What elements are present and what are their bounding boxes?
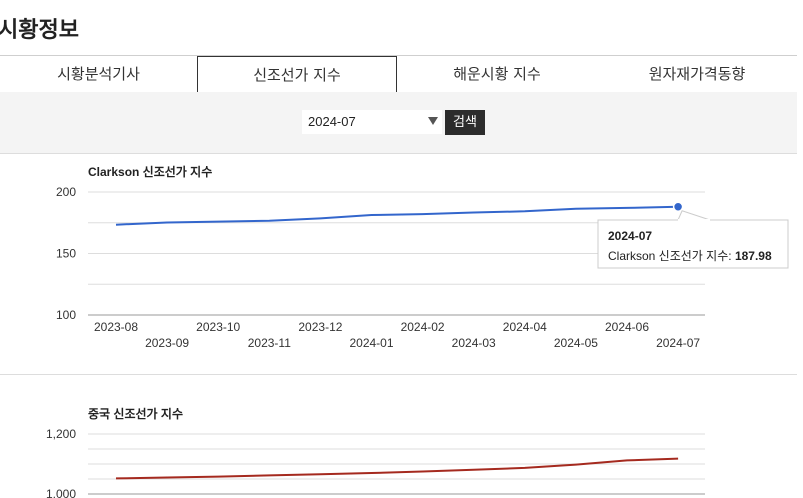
chart-title: Clarkson 신조선가 지수 xyxy=(88,164,212,179)
x-tick-label: 2024-05 xyxy=(554,336,598,350)
series-line xyxy=(115,205,679,226)
x-tick-label: 2024-02 xyxy=(401,320,445,334)
x-tick-label: 2024-03 xyxy=(452,336,496,350)
month-select-value: 2024-07 xyxy=(308,114,356,129)
x-tick-label: 2023-11 xyxy=(248,336,291,350)
clarkson-index-chart: Clarkson 신조선가 지수 100 150 200 2023-08 2023-09 2… xyxy=(56,164,789,350)
month-select[interactable]: 2024-07 xyxy=(302,110,442,134)
series-line xyxy=(115,457,679,480)
x-tick-label: 2024-04 xyxy=(503,320,547,334)
tab-raw-material-prices[interactable]: 원자재가격동향 xyxy=(648,65,746,83)
page-title: 시황정보 xyxy=(0,18,79,43)
tab-market-analysis[interactable]: 시황분석기사 xyxy=(57,65,140,83)
section-divider xyxy=(0,374,797,375)
chart-title: 중국 신조선가 지수 xyxy=(88,406,183,421)
tooltip-value-line: Clarkson 신조선가 지수: 187.98 xyxy=(608,249,772,263)
highlight-point xyxy=(672,201,684,213)
y-tick-label: 150 xyxy=(56,247,76,261)
x-tick-label: 2024-06 xyxy=(605,320,649,334)
tab-newbuilding-index[interactable]: 신조선가 지수 xyxy=(197,56,397,93)
tooltip-category: 2024-07 xyxy=(608,229,652,243)
y-tick-label: 200 xyxy=(56,185,76,199)
filter-bar: 2024-07 검색 xyxy=(0,92,797,154)
x-tick-label: 2023-12 xyxy=(298,320,342,334)
tooltip-pointer xyxy=(677,210,711,221)
china-index-chart: 중국 신조선가 지수 1,000 1,200 xyxy=(46,406,705,498)
y-tick-label: 1,200 xyxy=(46,427,76,441)
y-tick-label: 1,000 xyxy=(46,487,76,498)
tab-shipping-index[interactable]: 해운시황 지수 xyxy=(453,65,541,83)
search-button[interactable]: 검색 xyxy=(445,110,485,135)
chevron-down-icon xyxy=(428,117,438,125)
x-tick-label: 2024-07 xyxy=(656,336,700,350)
tab-bar: 시황분석기사 신조선가 지수 해운시황 지수 원자재가격동향 xyxy=(0,55,797,93)
tooltip-box xyxy=(597,219,789,269)
x-tick-label: 2023-10 xyxy=(196,320,240,334)
x-tick-label: 2023-08 xyxy=(94,320,138,334)
tooltip-value: 187.98 xyxy=(735,249,772,263)
x-tick-label: 2024-01 xyxy=(349,336,393,350)
y-tick-label: 100 xyxy=(56,308,76,322)
tooltip-series-label: Clarkson 신조선가 지수: xyxy=(608,249,735,263)
x-tick-label: 2023-09 xyxy=(145,336,189,350)
